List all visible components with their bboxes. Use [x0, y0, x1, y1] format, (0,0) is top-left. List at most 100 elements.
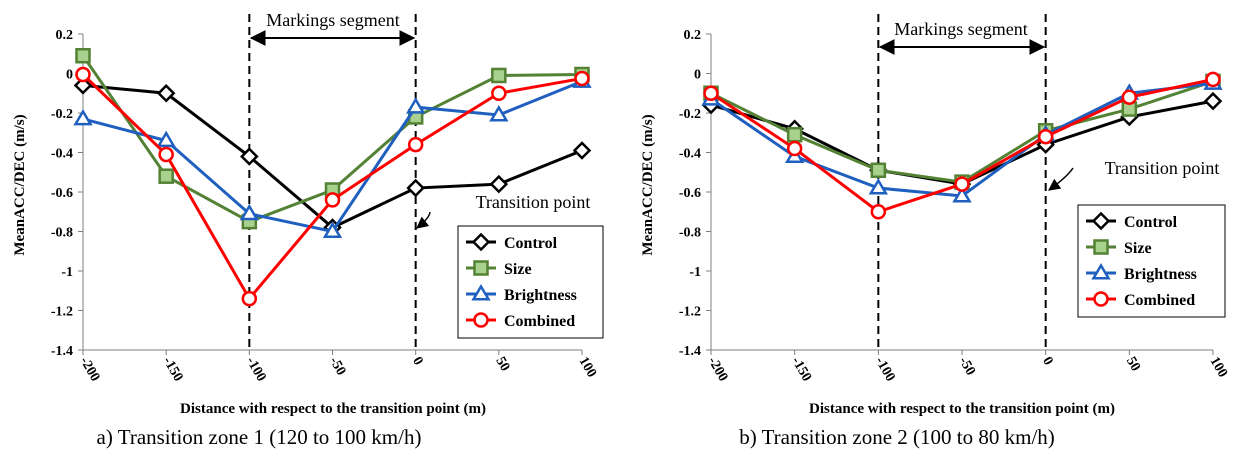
panel-caption: a) Transition zone 1 (120 to 100 km/h) — [97, 425, 422, 449]
legend-label-control: Control — [504, 235, 558, 252]
data-point-control — [406, 178, 425, 198]
data-point-combined — [241, 290, 258, 307]
data-point-brightness — [405, 97, 426, 114]
data-point-combined — [158, 146, 174, 163]
data-point-combined — [324, 192, 341, 208]
y-axis-title: MeanACC/DEC (m/s) — [640, 114, 656, 255]
y-tick-label: 0.2 — [684, 28, 702, 43]
y-tick-label: -0.4 — [679, 147, 701, 162]
data-point-combined — [1205, 71, 1221, 88]
y-tick-label: -1.2 — [51, 305, 73, 320]
y-tick-label: 0 — [66, 68, 73, 83]
data-point-control — [572, 141, 592, 160]
x-tick-label: 100 — [1207, 355, 1230, 381]
panel-caption: b) Transition zone 2 (100 to 80 km/h) — [739, 425, 1055, 449]
data-point-brightness — [489, 105, 509, 122]
y-tick-label: -0.2 — [51, 107, 73, 122]
y-tick-label: -1 — [689, 265, 701, 280]
legend-label-brightness: Brightness — [1124, 266, 1197, 283]
y-tick-label: 0.2 — [56, 28, 74, 43]
transition-point-label: Transition point — [1105, 158, 1220, 178]
legend-marker-size — [473, 260, 489, 276]
data-point-brightness — [322, 221, 343, 238]
legend-marker-brightness — [471, 284, 491, 301]
legend: Control Size Brightness Combined — [1077, 204, 1226, 318]
y-tick-label: -1.4 — [51, 344, 73, 359]
y-axis-title: MeanACC/DEC (m/s) — [12, 114, 28, 255]
data-point-combined — [954, 176, 970, 192]
legend: Control Size Brightness Combined — [457, 225, 604, 339]
data-point-combined — [1037, 128, 1054, 145]
y-tick-label: -0.6 — [51, 186, 73, 201]
legend-marker-control — [471, 232, 491, 252]
x-axis-title: Distance with respect to the transition … — [809, 401, 1115, 417]
data-point-brightness — [239, 203, 260, 221]
x-tick-label: -200 — [705, 355, 731, 385]
data-point-control — [489, 174, 509, 194]
legend-label-control: Control — [1124, 214, 1178, 231]
data-point-combined — [75, 66, 91, 83]
data-point-combined — [491, 85, 507, 101]
legend-marker-size — [1093, 239, 1109, 255]
legend-marker-brightness — [1091, 263, 1111, 280]
y-tick-label: -1 — [61, 265, 73, 280]
legend-label-size: Size — [1124, 240, 1152, 257]
y-tick-label: -0.8 — [51, 226, 73, 241]
data-point-control — [73, 76, 93, 95]
y-tick-label: -1.4 — [679, 344, 701, 359]
legend-marker-combined — [473, 312, 489, 328]
x-tick-label: -50 — [956, 355, 978, 379]
data-point-size — [158, 168, 174, 184]
legend-label-size: Size — [504, 261, 532, 278]
data-point-size — [786, 126, 803, 143]
data-point-brightness — [156, 130, 176, 148]
markings-segment-label: Markings segment — [266, 10, 399, 30]
data-point-size — [870, 162, 887, 179]
legend-marker-combined — [1093, 291, 1109, 307]
data-point-combined — [703, 85, 719, 101]
data-point-control — [1203, 91, 1223, 111]
legend-label-brightness: Brightness — [504, 287, 577, 304]
series-markers-combined — [703, 71, 1221, 220]
data-point-combined — [1121, 89, 1138, 105]
x-tick-label: 100 — [576, 355, 599, 381]
transition-arrow — [416, 211, 431, 229]
legend-label-combined: Combined — [504, 313, 575, 330]
x-tick-label: -100 — [243, 355, 269, 385]
chart-panel-b: 0.2 0 -0.2 -0.4 -0.6 -0.8 -1 -1.2 -1.4 -200 -150 -1… — [640, 14, 1230, 449]
x-tick-label: -100 — [872, 355, 898, 385]
data-point-combined — [870, 204, 887, 220]
data-point-combined — [407, 136, 424, 153]
y-tick-label: -0.6 — [679, 186, 701, 201]
x-tick-label: -200 — [77, 355, 103, 385]
data-point-size — [75, 47, 91, 64]
series-markers-combined — [75, 66, 590, 307]
x-axis-title: Distance with respect to the transition … — [180, 401, 486, 417]
data-point-brightness — [868, 178, 889, 195]
transition-point-label: Transition point — [476, 192, 591, 212]
data-point-brightness — [952, 185, 972, 203]
x-tick-label: 0 — [409, 355, 425, 369]
legend-label-combined: Combined — [1124, 292, 1195, 309]
legend-marker-control — [1091, 211, 1111, 231]
data-point-control — [240, 147, 259, 166]
x-tick-label: 0 — [1039, 355, 1055, 369]
data-point-control — [156, 83, 176, 103]
x-tick-label: 50 — [1123, 355, 1143, 375]
x-tick-label: -50 — [326, 355, 348, 379]
data-point-combined — [786, 140, 803, 157]
data-point-brightness — [73, 108, 93, 126]
x-tick-label: 50 — [492, 355, 512, 375]
x-tick-label: -150 — [788, 355, 814, 385]
y-tick-label: -1.2 — [679, 305, 701, 320]
transition-arrow — [1048, 167, 1074, 191]
markings-segment-label: Markings segment — [894, 19, 1027, 39]
y-tick-label: 0 — [694, 68, 701, 83]
y-tick-label: -0.4 — [51, 147, 73, 162]
x-tick-label: -150 — [160, 355, 186, 385]
y-tick-label: -0.2 — [679, 107, 701, 122]
chart-panel-a: 0.2 0 -0.2 -0.4 -0.6 -0.8 -1 -1.2 -1.4 -200 -150 -1… — [12, 10, 604, 449]
data-point-combined — [574, 70, 590, 87]
y-tick-label: -0.8 — [679, 226, 701, 241]
